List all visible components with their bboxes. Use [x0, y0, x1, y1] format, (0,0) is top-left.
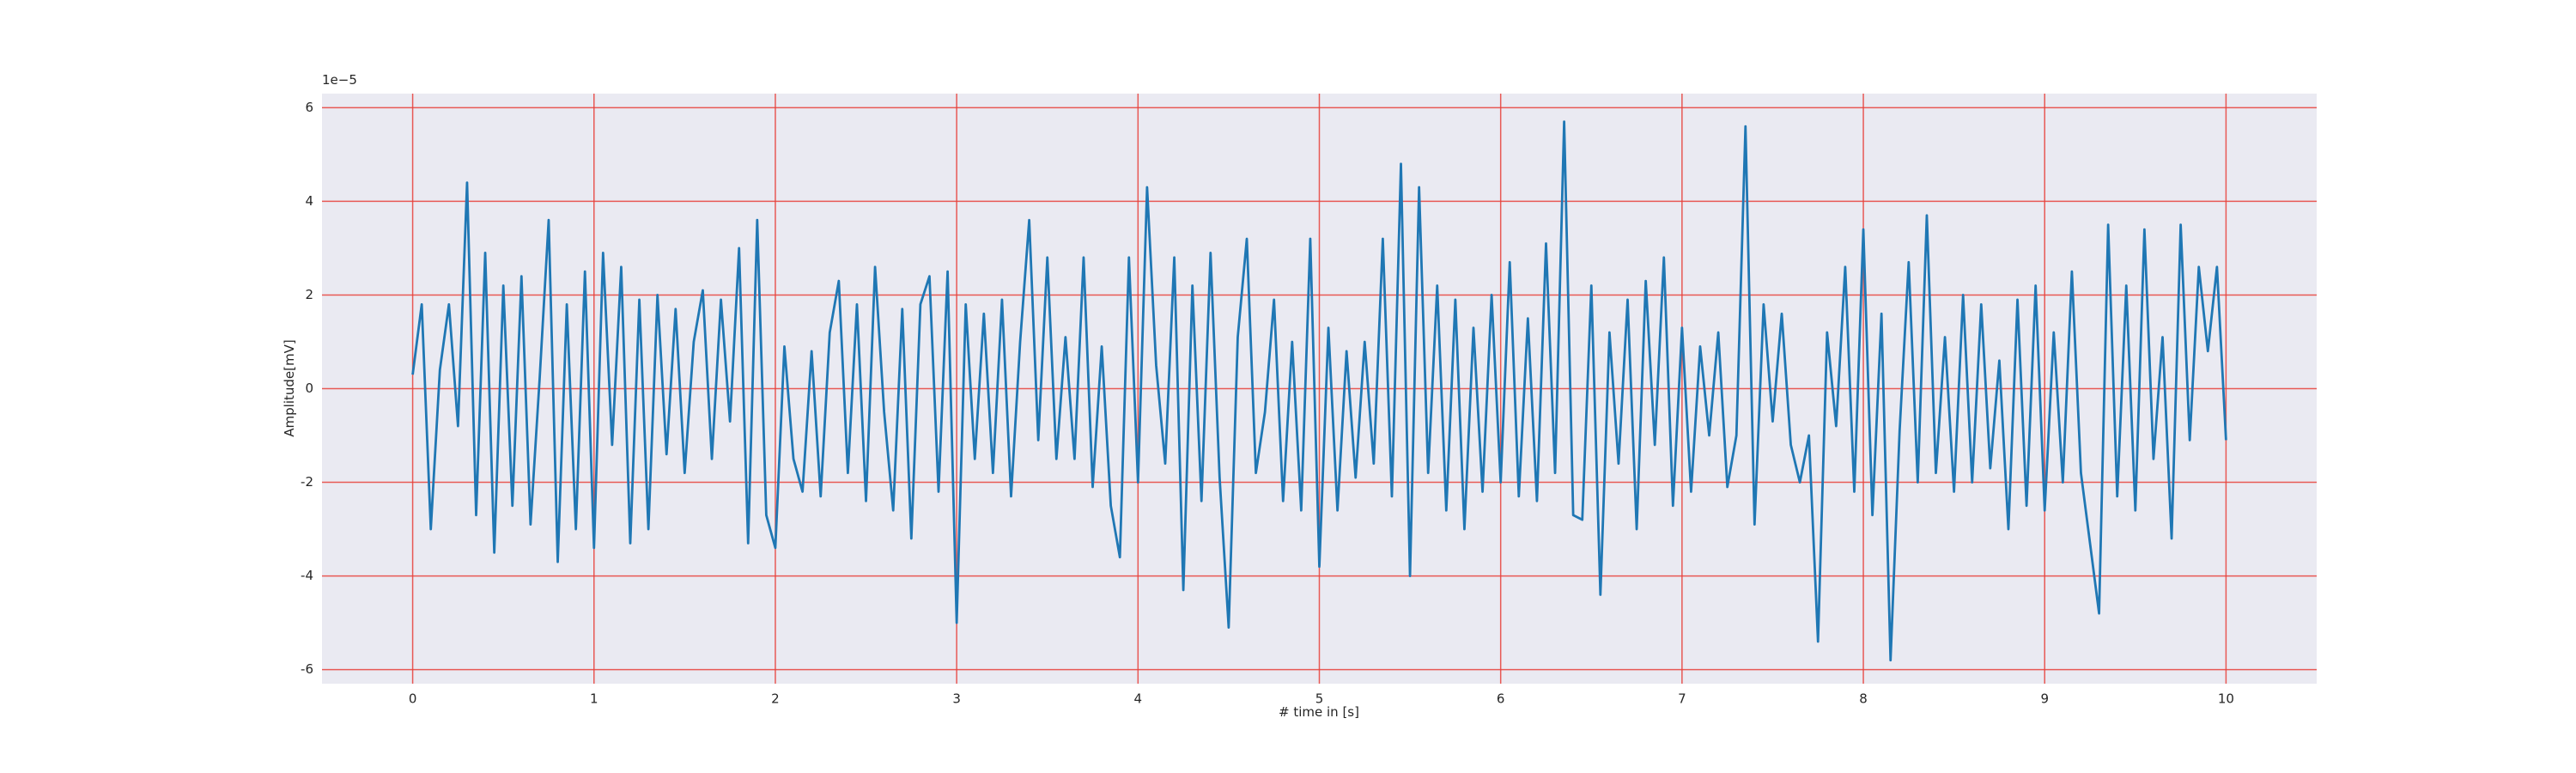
y-tick-label: 2 — [305, 287, 313, 302]
labels: 0 1 2 3 4 5 6 7 8 9 10 -6 -4 -2 0 2 4 6 — [301, 100, 2234, 707]
plot-lines — [411, 120, 2227, 662]
y-tick-label: 6 — [305, 100, 313, 115]
y-axis-label: Amplitude[mV] — [282, 339, 297, 436]
y-tick-label: -6 — [301, 661, 313, 677]
y-tick-label: 4 — [305, 193, 313, 209]
y-tick-label: -2 — [301, 474, 313, 490]
signal-line — [411, 120, 2227, 662]
x-tick-label: 8 — [1859, 691, 1868, 707]
x-tick-label: 0 — [409, 691, 417, 707]
offset-text: 1e−5 — [322, 72, 357, 88]
x-tick-label: 7 — [1678, 691, 1686, 707]
y-tick-label: -4 — [301, 568, 313, 583]
grid — [322, 94, 2317, 684]
y-tick-label: 0 — [305, 380, 313, 396]
x-tick-label: 6 — [1497, 691, 1505, 707]
x-tick-label: 10 — [2218, 691, 2234, 707]
x-axis-label: # time in [s] — [1279, 704, 1359, 720]
x-tick-label: 9 — [2040, 691, 2049, 707]
x-tick-label: 2 — [771, 691, 780, 707]
x-tick-label: 5 — [1315, 691, 1324, 707]
x-tick-label: 1 — [590, 691, 598, 707]
x-tick-label: 3 — [952, 691, 961, 707]
x-tick-label: 4 — [1134, 691, 1143, 707]
